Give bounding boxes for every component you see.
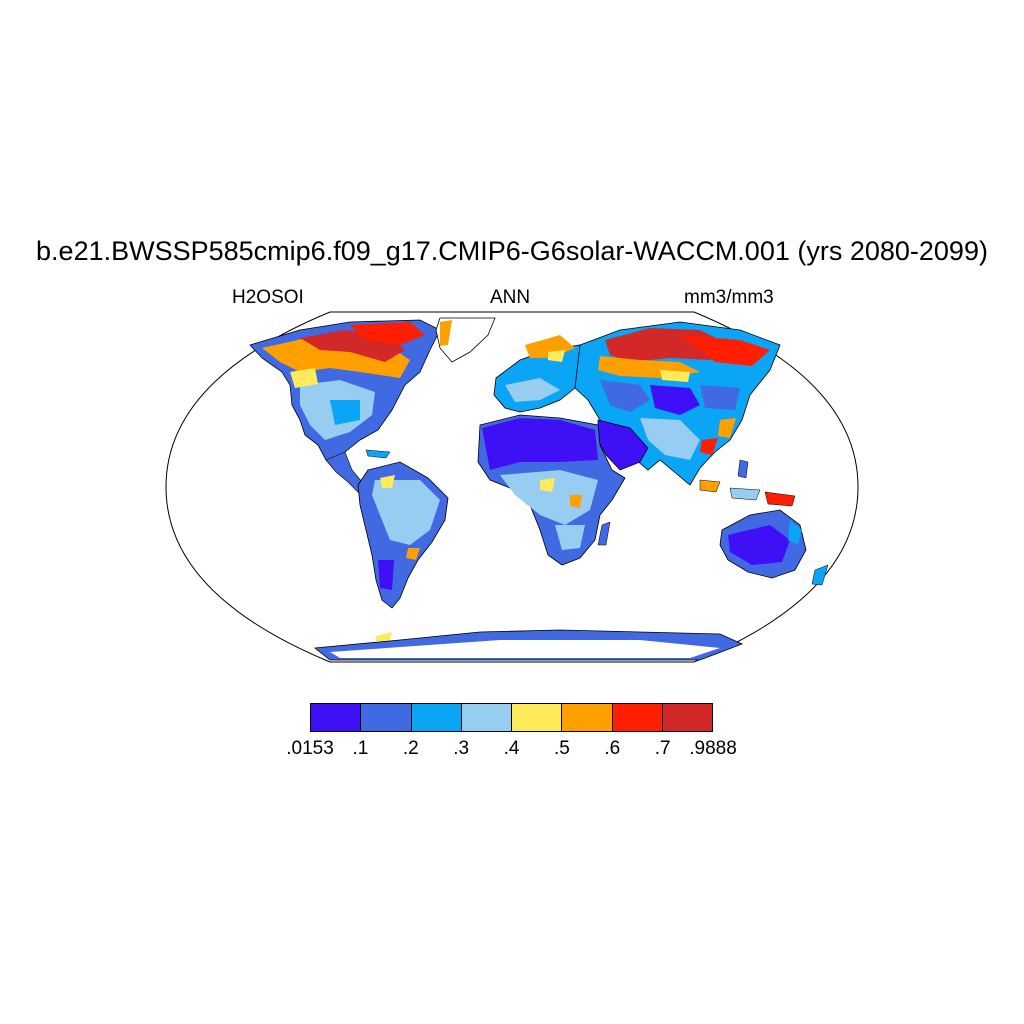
colorbar-label: .3	[453, 738, 470, 759]
colorbar-label: .9888	[689, 738, 737, 759]
colorbar-label: .4	[503, 738, 520, 759]
colorbar-swatch	[612, 704, 663, 731]
colorbar-swatch	[562, 704, 613, 731]
north-america	[249, 319, 441, 471]
colorbar-label: .1	[352, 738, 369, 759]
colorbar-swatch	[512, 704, 563, 731]
south-america	[357, 461, 449, 609]
colorbar-swatch	[361, 704, 412, 731]
season-label: ANN	[490, 287, 531, 308]
units-label: mm3/mm3	[684, 287, 774, 308]
colorbar-label: .6	[604, 738, 621, 759]
colorbar-swatch	[461, 704, 512, 731]
colorbar	[310, 703, 713, 732]
colorbar-label: .2	[402, 738, 419, 759]
colorbar-swatch	[311, 704, 362, 731]
colorbar-label: .0153	[286, 738, 334, 759]
antarctica	[313, 629, 744, 661]
colorbar-label: .7	[654, 738, 671, 759]
madagascar	[597, 521, 611, 546]
new-zealand	[811, 564, 829, 586]
colorbar-label: .5	[553, 738, 570, 759]
maritime-asia	[699, 459, 796, 507]
colorbar-swatch	[411, 704, 462, 731]
greenland	[435, 317, 496, 363]
africa	[477, 414, 626, 566]
colorbar-swatch	[662, 704, 712, 731]
variable-label: H2OSOI	[232, 287, 304, 308]
europe	[493, 335, 591, 413]
figure-title: b.e21.BWSSP585cmip6.f09_g17.CMIP6-G6sola…	[36, 236, 988, 266]
australia	[719, 509, 807, 579]
